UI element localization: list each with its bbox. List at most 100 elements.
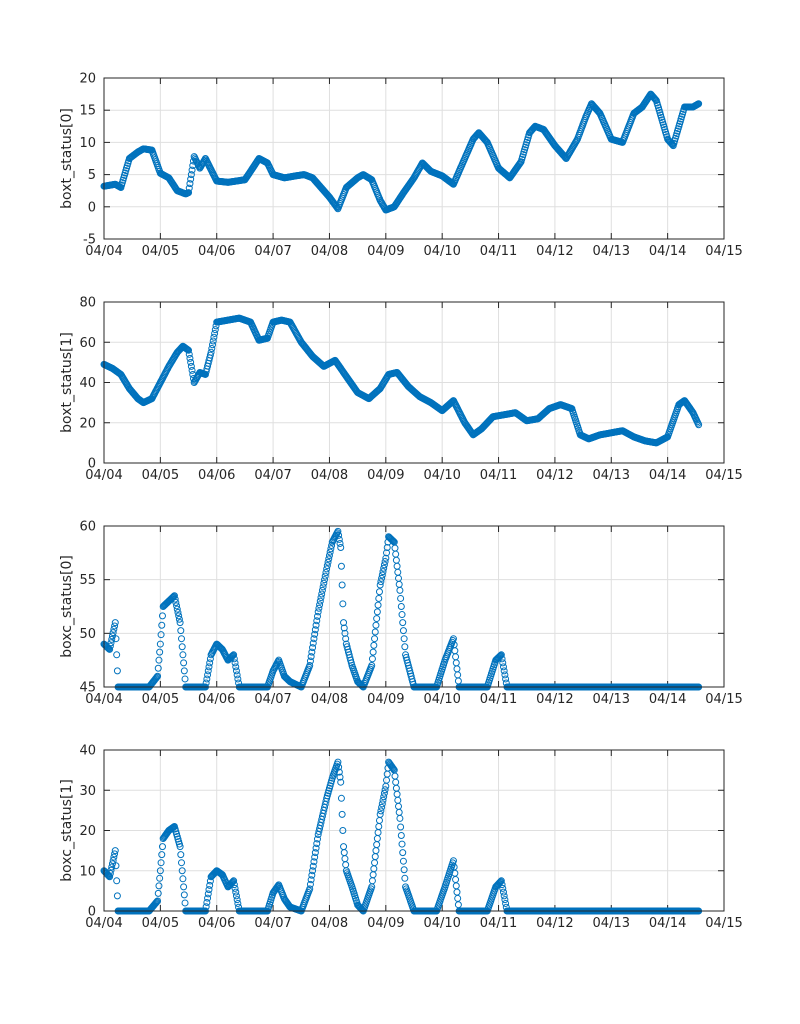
x-tick-label: 04/15: [705, 244, 742, 259]
data-point: [334, 527, 342, 535]
x-tick-label: 04/04: [85, 916, 122, 931]
data-point: [106, 645, 114, 653]
data-point: [108, 860, 116, 868]
data-point: [202, 903, 210, 911]
data-point: [111, 619, 119, 627]
y-tick-label: 0: [88, 457, 96, 472]
data-point: [158, 621, 166, 629]
data-point: [695, 100, 703, 108]
data-point: [393, 562, 401, 570]
data-point: [307, 876, 315, 884]
data-point: [368, 655, 376, 663]
data-point: [309, 867, 317, 875]
data-point: [152, 674, 160, 682]
data-point: [209, 337, 217, 345]
data-point: [177, 851, 185, 859]
y-tick-label: 20: [79, 72, 96, 87]
y-tick-label: 40: [79, 376, 96, 391]
data-point: [203, 675, 211, 683]
data-point: [318, 590, 326, 598]
data-point: [230, 655, 238, 663]
data-point: [370, 641, 378, 649]
data-point: [400, 635, 408, 643]
data-point: [340, 624, 348, 632]
data-point: [336, 773, 344, 781]
x-tick-label: 04/15: [705, 916, 742, 931]
x-tick-label: 04/11: [480, 916, 517, 931]
data-point: [357, 905, 365, 913]
subplot-boxt-status-0: 04/04 04/05 04/06 04/07 04/08 04/09 04/10 04/11…: [59, 72, 743, 260]
data-point: [231, 659, 239, 667]
data-point: [342, 861, 350, 869]
data-point: [106, 642, 114, 650]
data-point: [323, 565, 331, 573]
data-point: [341, 855, 349, 863]
data-point: [390, 537, 398, 545]
data-point: [335, 535, 343, 543]
data-point: [110, 625, 118, 633]
data-point: [399, 627, 407, 635]
data-point: [516, 159, 524, 167]
data-point: [211, 329, 219, 337]
data-point: [178, 867, 186, 875]
data-point: [187, 171, 195, 179]
data-point: [399, 619, 407, 627]
data-point: [158, 843, 166, 851]
y-tick-label: 20: [79, 416, 96, 431]
data-point: [111, 850, 119, 858]
data-point: [234, 675, 242, 683]
data-point: [451, 647, 459, 655]
data-point: [375, 816, 383, 824]
data-point: [454, 671, 462, 679]
data-point: [153, 673, 161, 681]
data-point: [380, 564, 388, 572]
data-point: [109, 856, 117, 864]
x-tick-label: 04/08: [311, 692, 348, 707]
x-tick-label: 04/09: [367, 468, 404, 483]
data-point: [311, 849, 319, 857]
y-tick-label: 20: [79, 824, 96, 839]
data-point: [176, 619, 184, 627]
data-point: [169, 593, 177, 601]
x-tick-label: 04/12: [536, 916, 573, 931]
x-tick-label: 04/14: [649, 692, 686, 707]
data-point: [306, 662, 314, 670]
data-point: [398, 840, 406, 848]
data-point: [501, 896, 509, 904]
data-point: [154, 889, 162, 897]
data-points: [100, 758, 703, 915]
data-point: [397, 603, 405, 610]
data-point: [325, 552, 333, 560]
data-point: [186, 354, 194, 362]
data-point: [378, 571, 386, 579]
data-point: [381, 786, 389, 794]
data-point: [204, 671, 212, 679]
data-point: [233, 671, 241, 679]
data-point: [203, 898, 211, 906]
data-point: [401, 874, 409, 882]
x-tick-label: 04/10: [423, 692, 460, 707]
data-point: [113, 651, 121, 659]
plot-frame: [103, 301, 725, 464]
data-point: [307, 653, 315, 661]
data-point: [395, 580, 403, 588]
y-tick-label: 60: [79, 336, 96, 351]
data-point: [335, 763, 343, 771]
data-point: [401, 643, 409, 651]
data-point: [400, 866, 408, 874]
data-point: [311, 626, 319, 634]
data-point: [178, 643, 186, 651]
data-point: [113, 667, 121, 675]
data-point: [179, 875, 187, 883]
data-point: [398, 611, 406, 619]
data-point: [378, 800, 386, 808]
x-tick-label: 04/07: [254, 692, 291, 707]
data-point: [157, 859, 165, 867]
y-tick-label: 10: [79, 864, 96, 879]
data-point: [338, 581, 346, 589]
data-point: [185, 189, 193, 197]
x-tick-label: 04/06: [198, 244, 235, 259]
data-point: [369, 871, 377, 879]
data-point: [395, 574, 402, 582]
